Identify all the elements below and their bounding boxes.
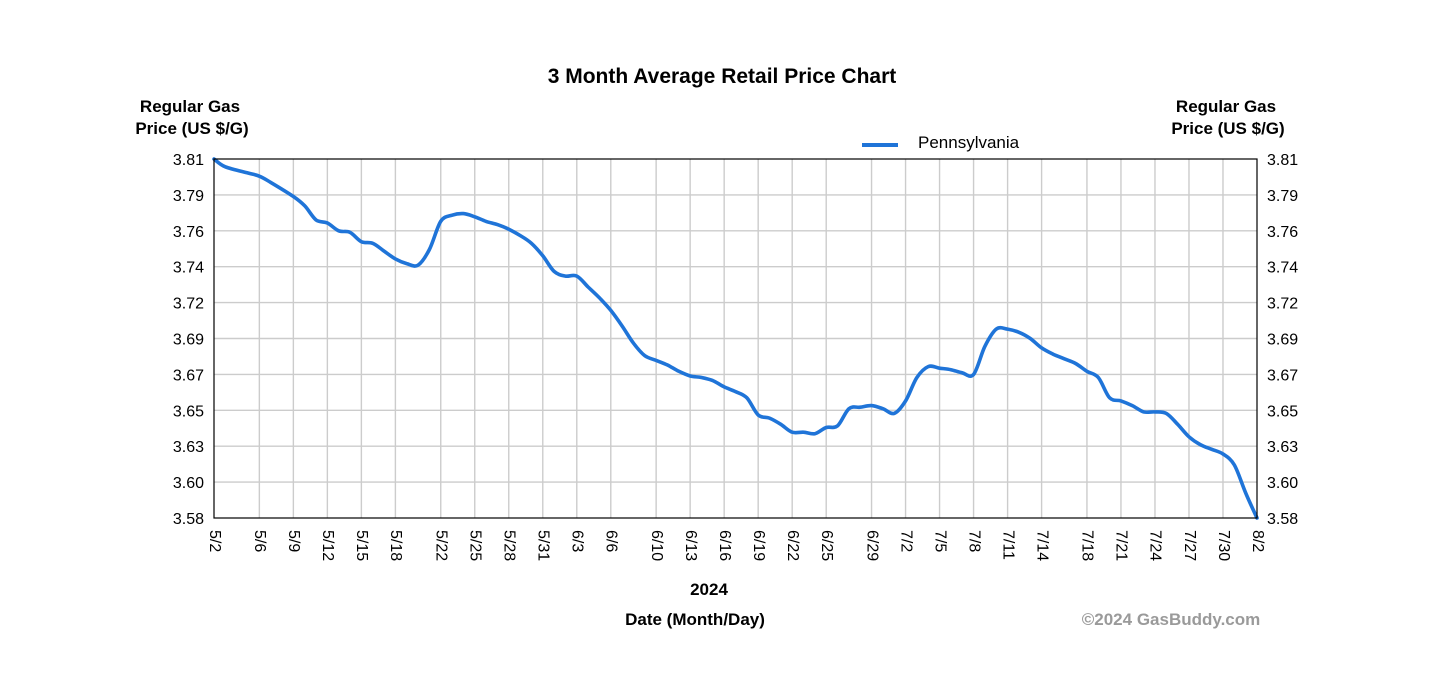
y-axis-label-left-line2: Price (US $/G) [135,119,248,138]
x-ticks: 5/2 5/6 5/9 5/12 5/15 5/18 5/22 5/25 5/28 5/31 6/3… [206,530,1266,561]
y-tick-label-right: 3.67 [1267,367,1298,384]
x-tick-label: 7/30 [1215,530,1232,561]
y-axis-label-right-line2: Price (US $/G) [1171,119,1284,138]
y-tick-label-left: 3.69 [173,332,204,349]
x-tick-label: 5/28 [501,530,518,561]
grid [214,159,1257,518]
y-tick-label-left: 3.76 [173,224,204,241]
y-tick-label-left: 3.60 [173,475,204,492]
x-tick-label: 7/24 [1147,530,1164,561]
y-tick-label-right: 3.72 [1267,296,1298,313]
y-tick-label-right: 3.65 [1267,403,1298,420]
x-tick-label: 7/18 [1079,530,1096,561]
x-tick-label: 5/15 [353,530,370,561]
y-axis-label-left-line1: Regular Gas [140,97,240,116]
x-tick-label: 7/14 [1033,530,1050,561]
x-tick-label: 5/9 [285,530,302,552]
x-tick-label: 7/27 [1181,530,1198,561]
copyright-credit: ©2024 GasBuddy.com [1082,610,1261,629]
y-tick-label-left: 3.65 [173,403,204,420]
y-tick-label-left: 3.63 [173,439,204,456]
plot-frame [213,158,1258,519]
y-tick-label-left: 3.58 [173,511,204,528]
y-tick-label-left: 3.72 [173,296,204,313]
x-tick-label: 5/6 [251,530,268,552]
legend: Pennsylvania [862,133,1020,152]
x-tick-label: 6/6 [603,530,620,552]
x-tick-label: 5/31 [535,530,552,561]
x-tick-label: 7/21 [1113,530,1130,561]
x-tick-label: 6/3 [569,530,586,552]
x-tick-label: 6/29 [863,530,880,561]
series-layer [212,157,1259,520]
x-tick-label: 5/18 [387,530,404,561]
x-tick-label: 5/12 [319,530,336,561]
x-tick-label: 7/8 [965,530,982,552]
x-tick-label: 6/13 [682,530,699,561]
series-line-pennsylvania [212,157,1259,520]
x-tick-label: 7/5 [931,530,948,552]
y-tick-label-right: 3.60 [1267,475,1298,492]
y-tick-label-right: 3.69 [1267,332,1298,349]
x-tick-label: 6/16 [716,530,733,561]
chart-title: 3 Month Average Retail Price Chart [548,65,897,88]
x-tick-label: 7/2 [897,530,914,552]
y-tick-label-right: 3.74 [1267,260,1298,277]
y-tick-label-left: 3.74 [173,260,204,277]
x-tick-label: 6/10 [648,530,665,561]
x-tick-label: 6/19 [750,530,767,561]
y-tick-label-left: 3.81 [173,152,204,169]
x-tick-label: 6/25 [818,530,835,561]
y-tick-label-right: 3.58 [1267,511,1298,528]
y-tick-label-left: 3.67 [173,367,204,384]
y-tick-label-right: 3.63 [1267,439,1298,456]
legend-label-pennsylvania: Pennsylvania [918,133,1020,152]
x-tick-label: 6/22 [784,530,801,561]
y-tick-label-right: 3.81 [1267,152,1298,169]
y-tick-label-right: 3.79 [1267,188,1298,205]
x-tick-label: 5/22 [433,530,450,561]
x-tick-label: 8/2 [1249,530,1266,552]
x-tick-label: 5/25 [467,530,484,561]
y-ticks-right: 3.81 3.79 3.76 3.74 3.72 3.69 3.67 3.65 3.63 3.60… [1267,152,1298,528]
y-tick-label-left: 3.79 [173,188,204,205]
x-axis-year: 2024 [690,580,728,599]
x-tick-label: 7/11 [999,530,1016,560]
y-ticks-left: 3.81 3.79 3.76 3.74 3.72 3.69 3.67 3.65 3.63 3.60… [173,152,204,528]
x-axis-label: Date (Month/Day) [625,610,765,629]
y-tick-label-right: 3.76 [1267,224,1298,241]
y-axis-label-right-line1: Regular Gas [1176,97,1276,116]
x-tick-label: 5/2 [206,530,223,552]
